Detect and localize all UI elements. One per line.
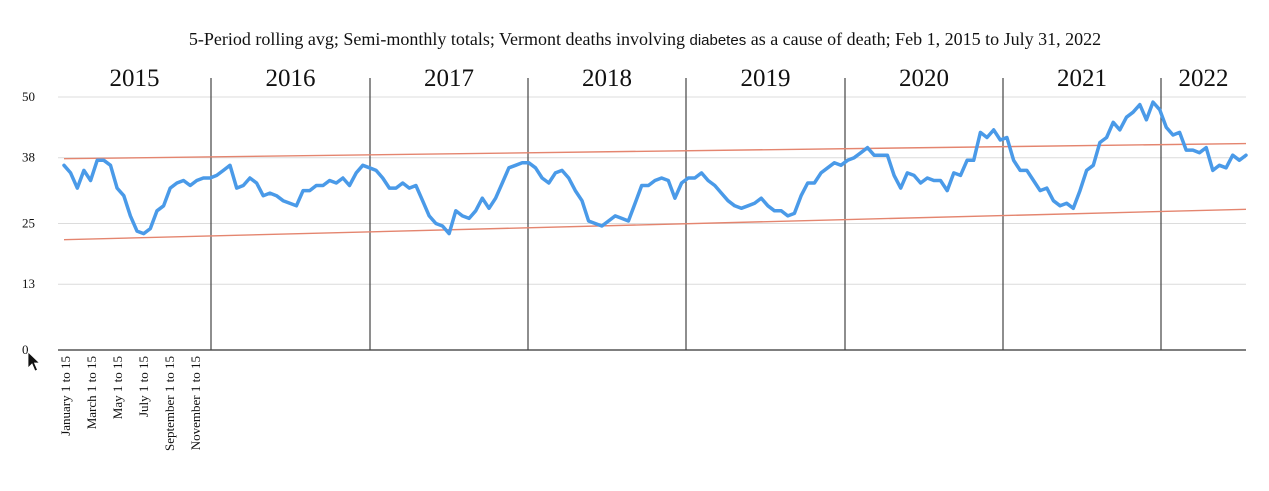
year-label: 2015 [110, 65, 160, 92]
x-tick-label: November 1 to 15 [188, 356, 203, 450]
trend-line [63, 142, 1247, 160]
year-labels: 2015 2016 2017 2018 2019 2020 2021 2022 [110, 65, 1229, 92]
y-axis-ticks: 0 13 25 38 50 [22, 89, 35, 357]
gridlines [58, 96, 1246, 351]
y-tick-label: 38 [22, 150, 35, 165]
year-label: 2021 [1057, 65, 1107, 92]
y-tick-label: 25 [22, 216, 35, 231]
year-label: 2016 [266, 65, 316, 92]
year-label: 2020 [899, 65, 949, 92]
x-axis-tick-labels: January 1 to 15 March 1 to 15 May 1 to 15 J… [58, 356, 203, 451]
trend-lines [63, 142, 1247, 241]
year-label: 2022 [1179, 65, 1229, 92]
y-tick-label: 13 [22, 276, 35, 291]
y-tick-label: 50 [22, 89, 35, 104]
x-tick-label: September 1 to 15 [162, 356, 177, 451]
mouse-cursor-icon [27, 351, 41, 372]
year-label: 2017 [424, 65, 474, 92]
x-tick-label: January 1 to 15 [58, 356, 73, 436]
x-tick-label: July 1 to 15 [136, 356, 151, 417]
chart-title-part-1: 5-Period rolling avg; Semi-monthly total… [189, 29, 690, 49]
x-tick-label: March 1 to 15 [84, 356, 99, 429]
chart-title-highlight: diabetes [689, 32, 746, 49]
chart-title: 5-Period rolling avg; Semi-monthly total… [189, 29, 1101, 49]
x-tick-label: May 1 to 15 [110, 356, 125, 419]
cursor-arrow [27, 351, 41, 372]
chart-title-part-2: as a cause of death; Feb 1, 2015 to July… [746, 29, 1101, 49]
year-divider-lines [210, 78, 1162, 350]
year-label: 2018 [582, 65, 632, 92]
y-tick-label: 0 [22, 342, 29, 357]
trend-line [63, 208, 1247, 241]
year-label: 2019 [741, 65, 791, 92]
data-series [62, 100, 1248, 236]
series-line [62, 100, 1248, 236]
